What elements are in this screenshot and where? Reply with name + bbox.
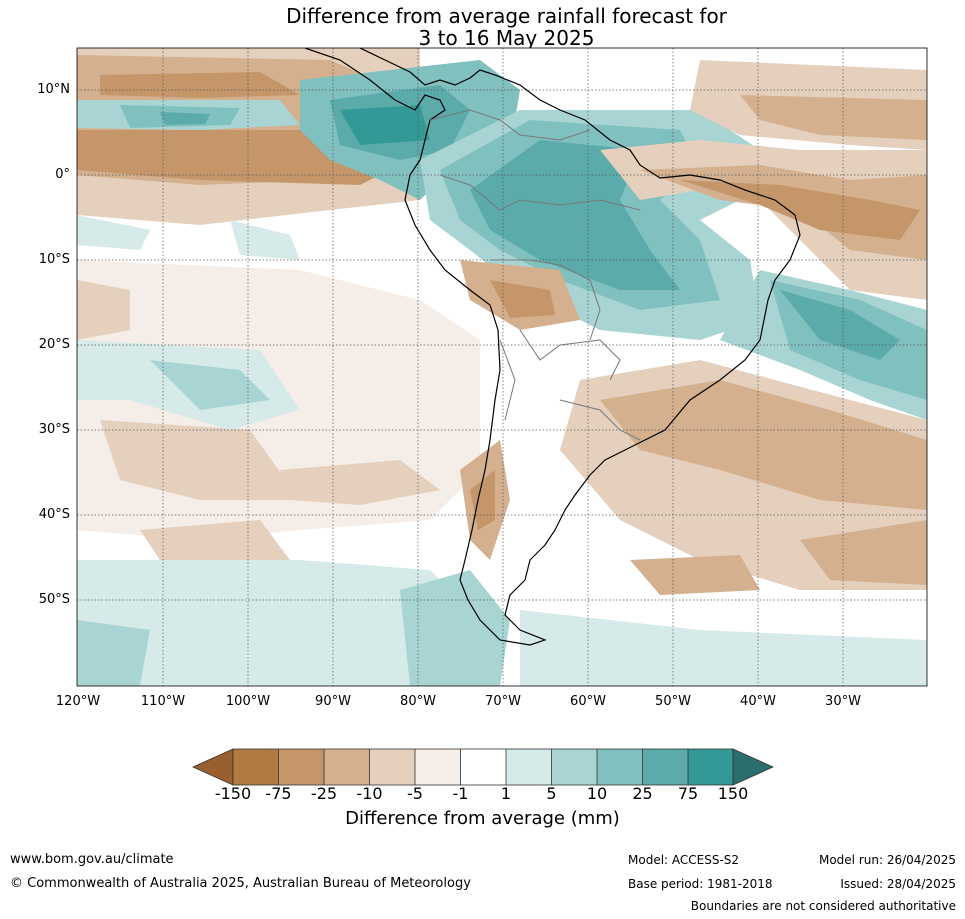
lon-label-40w: 40°W (740, 694, 776, 709)
lat-label-30s: 30°S (38, 422, 70, 437)
colorbar-swatch-2 (278, 749, 324, 785)
colorbar-tick-label: 150 (717, 784, 749, 803)
base-period: Base period: 1981-2018 (628, 877, 773, 891)
colorbar-swatch-6 (460, 749, 506, 785)
colorbar-title: Difference from average (mm) (345, 808, 620, 829)
colorbar-swatch-4 (369, 749, 415, 785)
lon-label-100w: 100°W (225, 694, 271, 709)
colorbar-tick-label: -150 (214, 784, 252, 803)
country-borders (429, 109, 641, 441)
lat-label-50s: 50°S (38, 592, 70, 607)
colorbar-swatch-3 (324, 749, 370, 785)
lat-label-20s: 20°S (38, 337, 70, 352)
colorbar-swatch-5 (415, 749, 461, 785)
colorbar-tick-label: -1 (452, 784, 469, 803)
colorbar-swatch-7 (506, 749, 552, 785)
lon-label-70w: 70°W (485, 694, 521, 709)
colorbar-tick-label: 10 (586, 784, 608, 803)
copyright-text: © Commonwealth of Australia 2025, Austra… (10, 876, 471, 891)
colorbar-high-extension (732, 748, 774, 786)
lon-label-30w: 30°W (825, 694, 861, 709)
lat-label-10s: 10°S (38, 252, 70, 267)
lon-label-120w: 120°W (55, 694, 101, 709)
colorbar-tick-label: 1 (500, 784, 512, 803)
lon-label-60w: 60°W (570, 694, 606, 709)
model-run-date: Model run: 26/04/2025 (818, 853, 956, 867)
lon-label-50w: 50°W (655, 694, 691, 709)
boundary-disclaimer: Boundaries are not considered authoritat… (690, 899, 956, 913)
lat-label-10n: 10°N (37, 82, 70, 97)
lon-label-90w: 90°W (315, 694, 351, 709)
colorbar-tick-label: 25 (632, 784, 653, 803)
website-link[interactable]: www.bom.gov.au/climate (10, 852, 174, 867)
colorbar-swatch-10 (642, 749, 688, 785)
issued-date: Issued: 28/04/2025 (840, 877, 956, 891)
anomaly-field (77, 48, 927, 686)
colorbar-tick-label: 5 (546, 784, 557, 803)
coastline (304, 48, 801, 646)
colorbar-low-extension (192, 748, 234, 786)
colorbar-tick-label: -5 (407, 784, 423, 803)
colorbar-swatch-8 (551, 749, 597, 785)
lat-label-0: 0° (55, 167, 70, 182)
colorbar-tick-label: -25 (310, 784, 338, 803)
lon-label-110w: 110°W (140, 694, 186, 709)
map-title-line1: Difference from average rainfall forecas… (286, 4, 727, 28)
colorbar-swatch-1 (233, 749, 279, 785)
colorbar-tick-label: -10 (356, 784, 383, 803)
colorbar (192, 748, 774, 786)
lon-label-80w: 80°W (400, 694, 436, 709)
model-name: Model: ACCESS-S2 (628, 853, 740, 867)
lat-label-40s: 40°S (38, 507, 70, 522)
colorbar-tick-label: 75 (677, 784, 699, 803)
colorbar-tick-label: -75 (265, 784, 292, 803)
colorbar-swatch-11 (688, 749, 733, 785)
colorbar-swatch-9 (597, 749, 643, 785)
map-title-line2: 3 to 16 May 2025 (418, 26, 595, 50)
